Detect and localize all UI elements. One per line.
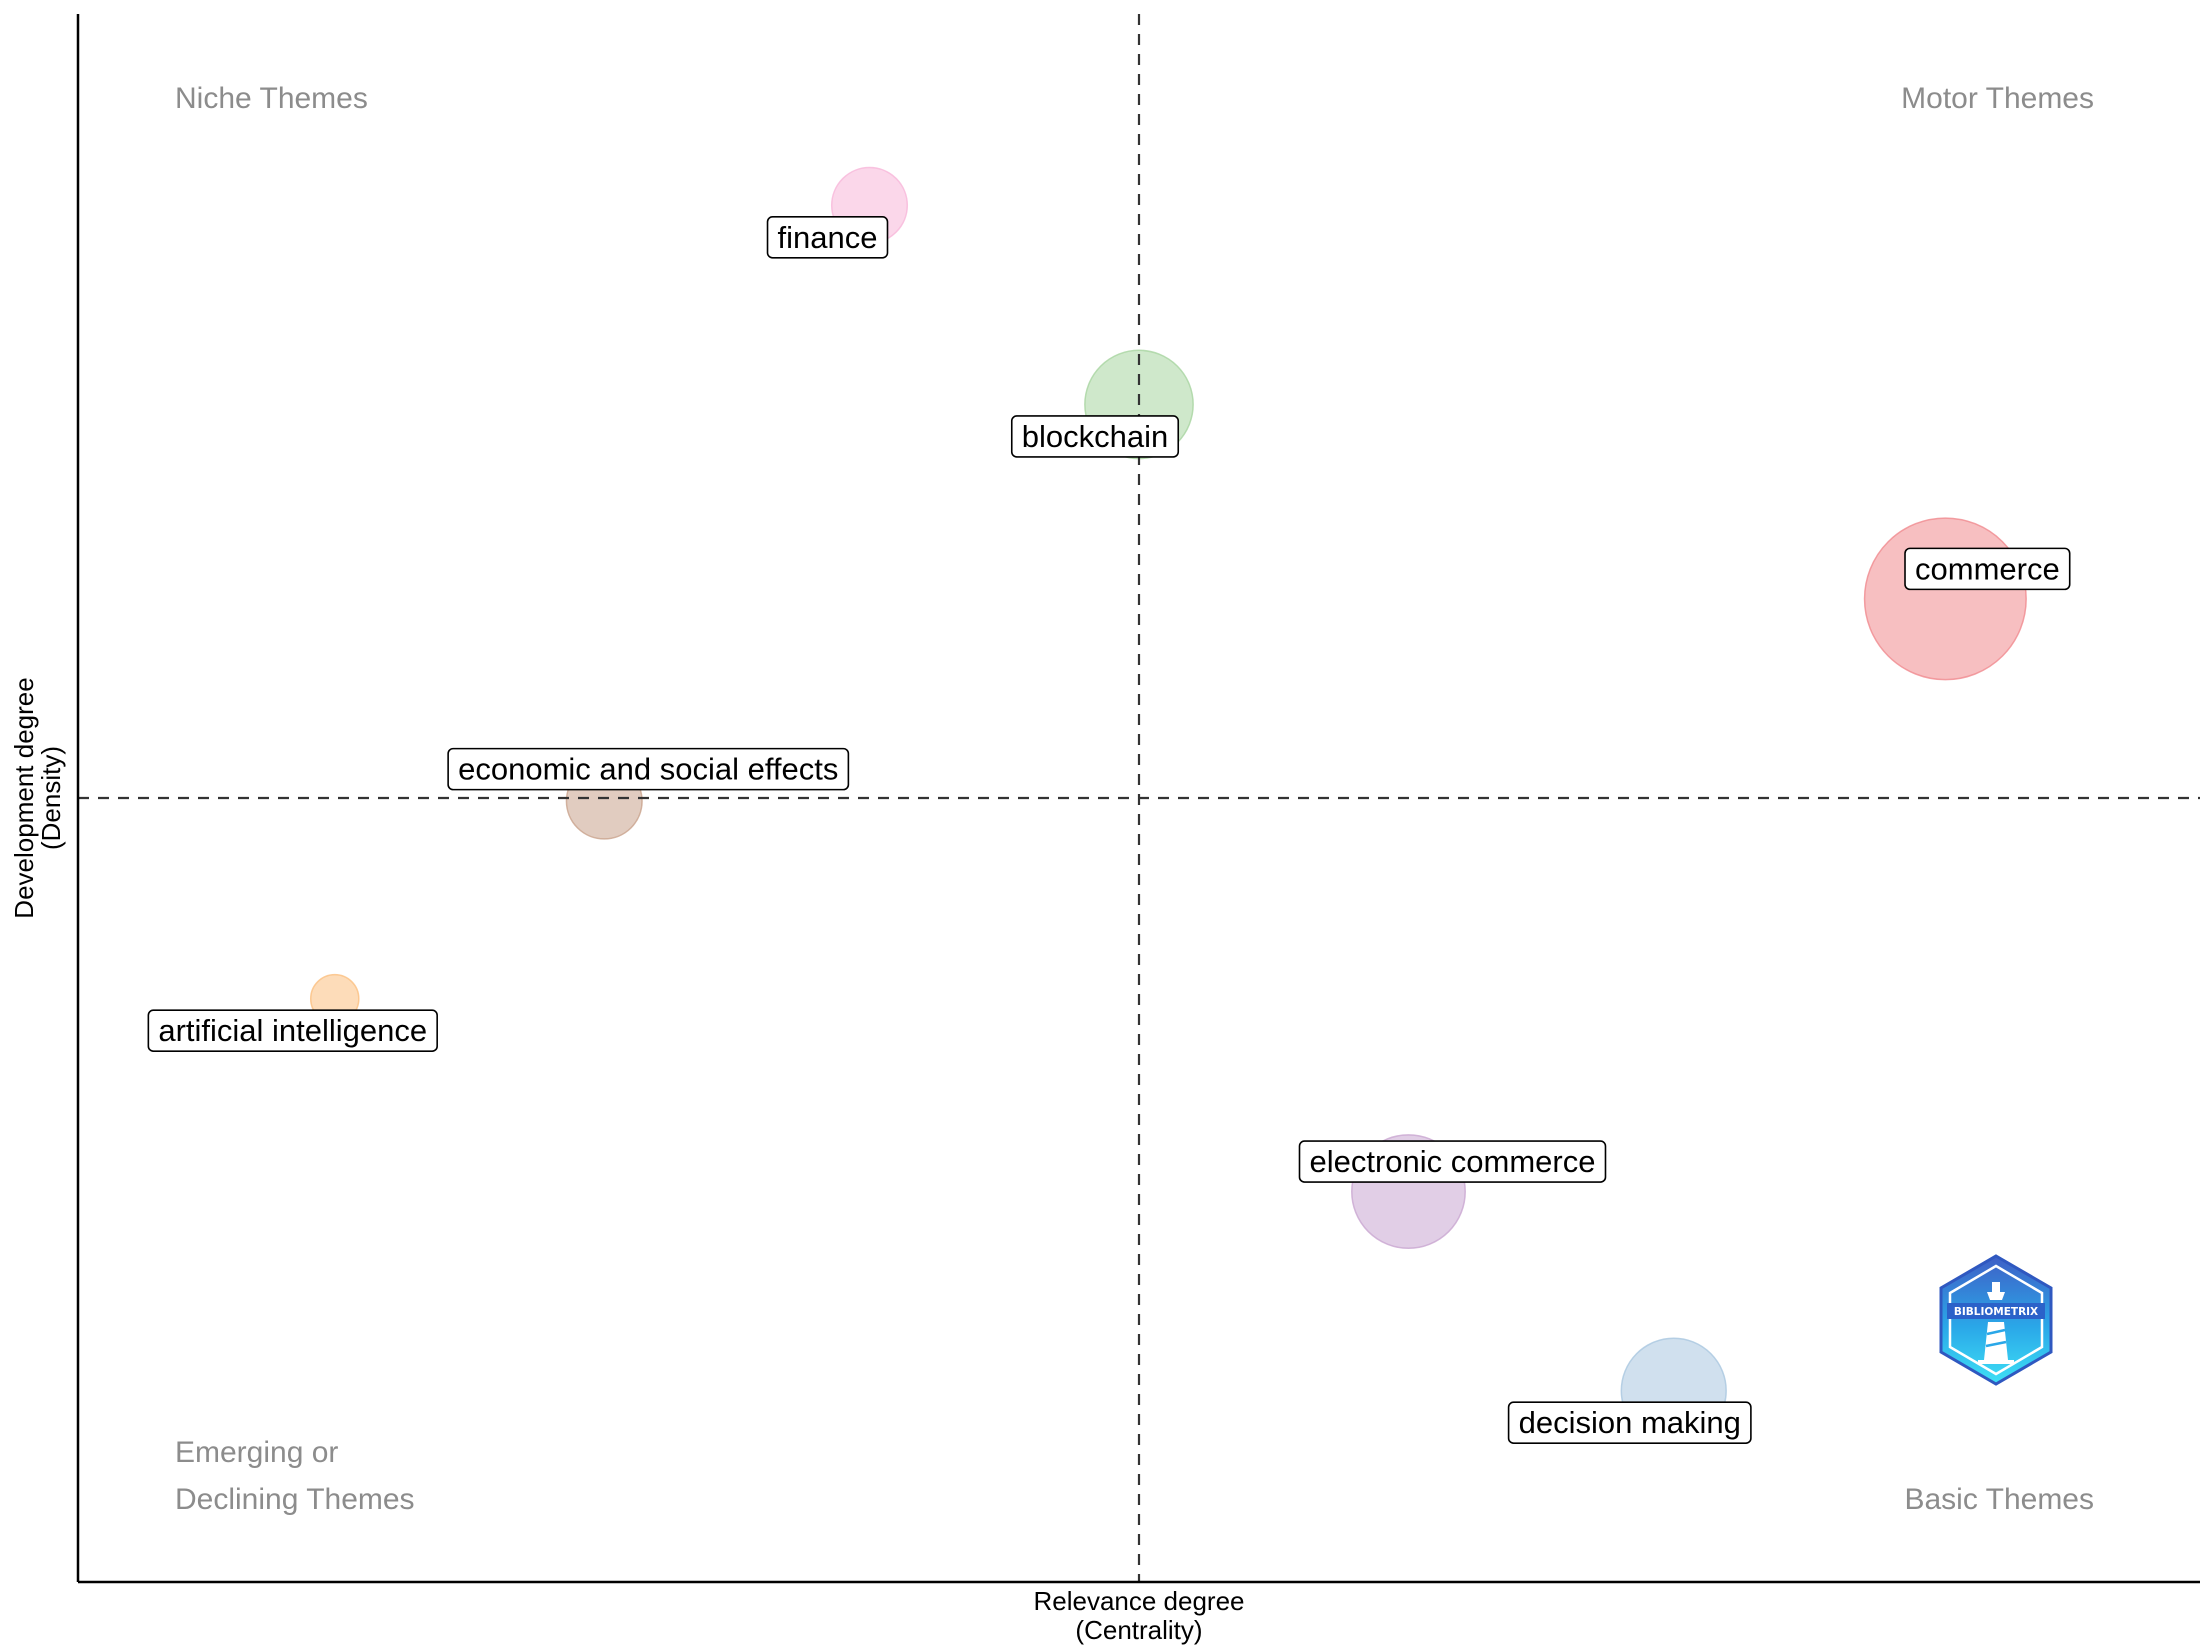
label-text: commerce — [1915, 551, 2060, 586]
label-text: finance — [778, 220, 878, 255]
label-text: decision making — [1519, 1405, 1741, 1440]
logo-text: BIBLIOMETRIX — [1954, 1306, 2038, 1318]
quadrant-label-motor: Motor Themes — [1901, 82, 2094, 115]
quadrant-label-niche: Niche Themes — [175, 82, 368, 115]
bubble-label-commerce: commerce — [1904, 547, 2071, 591]
label-box — [766, 215, 889, 259]
bubble-label-decision-making: decision making — [1507, 1401, 1752, 1445]
logo-hexagon-inner — [1948, 1264, 2044, 1376]
bubbles-layer — [309, 166, 2027, 1444]
x-axis-title: Relevance degree — [1033, 1586, 1244, 1616]
quadrant-label-basic: Basic Themes — [1904, 1483, 2094, 1516]
bubble-labels-layer: finance blockchain commerce economic and so… — [147, 215, 2071, 1445]
lighthouse-stripes — [1985, 1328, 2007, 1348]
label-box — [1010, 415, 1180, 458]
y-axis-subtitle: (Density) — [36, 746, 66, 850]
bubble-commerce — [1863, 517, 2027, 681]
label-box — [447, 747, 850, 791]
bubble-label-economic-and-social-effects: economic and social effects — [447, 747, 850, 791]
label-box — [1904, 547, 2071, 591]
bibliometrix-logo: BIBLIOMETRIX — [1939, 1254, 2053, 1386]
label-text: blockchain — [1022, 419, 1168, 454]
y-axis-title: Development degree — [9, 677, 39, 918]
bubble-label-electronic-commerce: electronic commerce — [1298, 1140, 1607, 1183]
label-box — [1507, 1401, 1752, 1445]
label-box — [147, 1009, 438, 1053]
label-box — [1298, 1140, 1607, 1183]
label-text: electronic commerce — [1310, 1144, 1596, 1179]
logo-hexagon-shape — [1939, 1254, 2053, 1386]
bubble-label-artificial-intelligence: artificial intelligence — [147, 1009, 438, 1053]
quadrant-label-emerging-line2: Declining Themes — [175, 1483, 415, 1516]
label-text: artificial intelligence — [158, 1013, 427, 1048]
x-axis-subtitle: (Centrality) — [1075, 1615, 1202, 1645]
label-text: economic and social effects — [458, 752, 838, 787]
quadrant-label-emerging-line1: Emerging or — [175, 1436, 338, 1469]
bubble-label-blockchain: blockchain — [1010, 415, 1180, 458]
bubble-label-finance: finance — [766, 215, 889, 259]
logo-banner — [1947, 1303, 2045, 1319]
